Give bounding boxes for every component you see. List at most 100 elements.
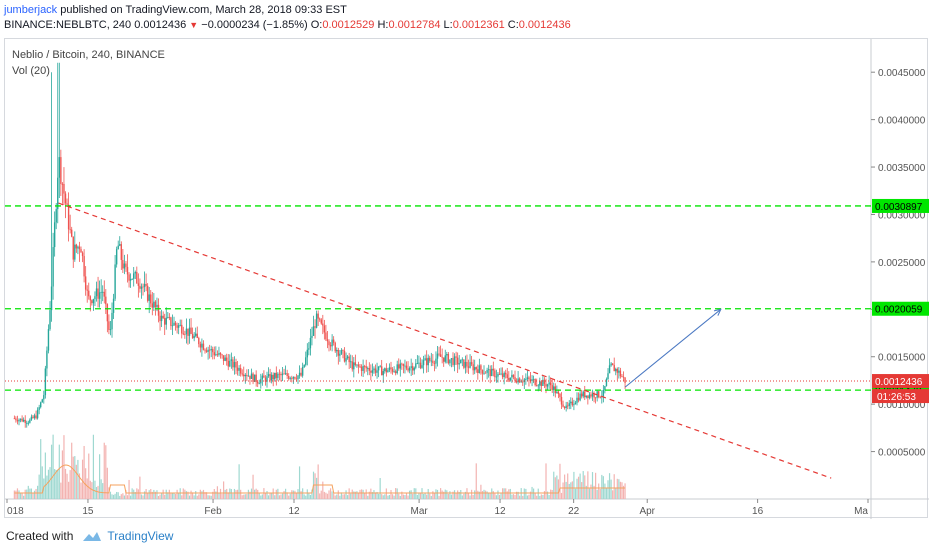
volume-bar xyxy=(395,488,397,499)
candle-body xyxy=(275,372,278,378)
x-tick-label: 12 xyxy=(494,506,506,517)
candle-body xyxy=(424,358,426,361)
volume-bar xyxy=(105,445,107,499)
y-tick-label: 0.0015000 xyxy=(878,353,926,364)
candle-body xyxy=(622,376,625,378)
volume-bar xyxy=(393,495,395,499)
candle-body xyxy=(249,375,251,379)
volume-bar xyxy=(24,489,26,499)
volume-bar xyxy=(78,473,81,499)
volume-bar xyxy=(81,459,84,499)
volume-bar xyxy=(463,493,465,499)
volume-bar xyxy=(263,488,265,499)
candle-body xyxy=(311,335,313,338)
candle-body xyxy=(201,343,203,348)
author-link[interactable]: jumberjack xyxy=(4,4,58,16)
volume-bar xyxy=(601,474,603,499)
volume-bar xyxy=(422,493,425,499)
volume-bar xyxy=(503,488,505,499)
volume-bar xyxy=(474,490,476,499)
candle-body xyxy=(412,366,414,371)
volume-bar xyxy=(207,495,209,499)
candle-body xyxy=(284,373,287,375)
candle-body xyxy=(394,371,397,374)
candle-body xyxy=(97,288,99,299)
candle-body xyxy=(267,374,270,377)
candle-body xyxy=(264,377,267,382)
volume-bar xyxy=(430,495,432,499)
y-tick-label: 0.0005000 xyxy=(878,448,926,459)
volume-bar xyxy=(182,488,184,499)
tradingview-brand[interactable]: TradingView xyxy=(81,529,173,543)
candle-body xyxy=(261,375,264,380)
candle-body xyxy=(153,301,155,308)
volume-bar xyxy=(604,483,606,499)
candle-body xyxy=(427,357,429,366)
candle-body xyxy=(168,316,171,318)
volume-bar xyxy=(444,489,446,499)
volume-bar xyxy=(322,481,324,499)
volume-bar xyxy=(246,494,248,499)
candle-body xyxy=(204,349,206,351)
candle-body xyxy=(481,369,484,374)
candle-body xyxy=(571,401,574,406)
volume-bar xyxy=(260,495,262,499)
volume-bar xyxy=(204,492,206,499)
candle-body xyxy=(173,322,175,326)
volume-bar xyxy=(368,491,370,499)
volume-bar xyxy=(440,488,442,499)
chart-panel[interactable]: 0.00050000.00100000.00150000.00200000.00… xyxy=(4,38,929,519)
candle-body xyxy=(269,374,271,381)
volume-bar xyxy=(277,488,279,499)
candle-body xyxy=(486,369,488,373)
candle-body xyxy=(402,363,405,366)
volume-bar xyxy=(505,488,507,499)
y-tick-label: 0.0035000 xyxy=(878,163,926,174)
volume-bar xyxy=(311,489,313,499)
volume-bar xyxy=(477,490,479,499)
candle-body xyxy=(363,365,366,367)
volume-bar xyxy=(13,490,15,499)
candle-body xyxy=(162,315,164,319)
volume-bar xyxy=(302,488,304,499)
volume-bar xyxy=(471,489,473,499)
volume-bar xyxy=(69,470,71,499)
volume-bar xyxy=(581,482,583,499)
volume-bar xyxy=(226,488,228,499)
volume-bar xyxy=(599,488,601,499)
volume-bar xyxy=(466,488,468,499)
candle-body xyxy=(611,363,614,366)
close-key: C: xyxy=(507,19,519,31)
candle-body xyxy=(129,279,132,281)
candle-body xyxy=(576,397,578,403)
candle-body xyxy=(539,381,541,386)
volume-bar xyxy=(323,491,325,499)
current-price-label: 0.0012436 xyxy=(875,377,923,388)
candle-body xyxy=(441,356,443,358)
candle-body xyxy=(239,367,242,374)
candle-body xyxy=(221,354,223,356)
volume-bar xyxy=(223,481,225,499)
candle-body xyxy=(584,391,586,398)
tradingview-label: TradingView xyxy=(107,529,174,543)
candle-body xyxy=(401,363,403,365)
volume-bar xyxy=(176,489,178,499)
volume-bar xyxy=(55,469,57,499)
volume-bar xyxy=(77,459,79,499)
volume-bar xyxy=(300,491,302,499)
price-chart[interactable]: 0.00050000.00100000.00150000.00200000.00… xyxy=(5,39,929,519)
volume-bar xyxy=(345,490,347,499)
volume-bar xyxy=(255,488,257,499)
candle-body xyxy=(165,317,167,325)
candle-body xyxy=(438,353,440,355)
volume-bar xyxy=(131,488,133,499)
candle-body xyxy=(590,394,592,397)
candle-body xyxy=(422,360,425,366)
volume-bar xyxy=(120,494,122,499)
candle-body xyxy=(190,327,192,334)
volume-bar xyxy=(545,463,547,499)
volume-bar xyxy=(446,490,448,499)
candle-body xyxy=(292,377,295,379)
volume-bar xyxy=(162,489,164,499)
candle-body xyxy=(230,359,233,361)
